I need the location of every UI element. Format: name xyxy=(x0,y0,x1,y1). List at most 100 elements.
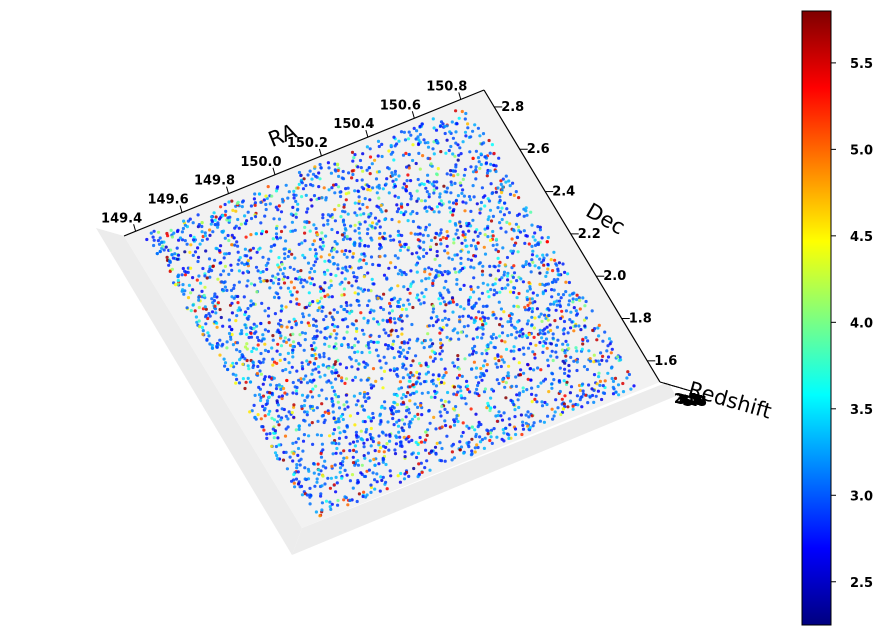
scatter-point xyxy=(498,260,502,264)
scatter-point xyxy=(388,469,392,473)
scatter-point xyxy=(454,270,458,274)
scatter-point xyxy=(339,462,343,466)
scatter-point xyxy=(366,363,370,367)
scatter-point xyxy=(461,430,465,435)
scatter-point xyxy=(447,200,451,204)
scatter-point xyxy=(566,343,570,347)
scatter-point xyxy=(450,444,454,448)
scatter-point xyxy=(387,266,391,270)
scatter-point xyxy=(504,180,508,184)
scatter-point xyxy=(308,247,312,251)
scatter-point xyxy=(393,254,397,258)
scatter-point xyxy=(410,417,414,421)
scatter-point xyxy=(272,295,277,299)
scatter-point xyxy=(389,152,393,156)
scatter-point xyxy=(414,380,419,384)
scatter-point xyxy=(309,390,313,394)
scatter-point xyxy=(246,364,250,368)
scatter-point xyxy=(320,484,324,488)
scatter-point xyxy=(431,281,435,285)
scatter-point xyxy=(546,318,550,322)
scatter-point xyxy=(446,234,450,238)
scatter-point xyxy=(380,142,384,146)
scatter-point xyxy=(334,475,338,479)
scatter-point xyxy=(481,304,485,308)
scatter-point xyxy=(367,213,371,217)
scatter-point xyxy=(223,285,227,289)
scatter-point xyxy=(493,282,497,286)
scatter-point xyxy=(312,378,316,382)
scatter-point xyxy=(595,338,599,342)
scatter-point xyxy=(426,332,430,336)
scatter-point xyxy=(511,249,515,253)
scatter-point xyxy=(333,208,337,212)
scatter-point xyxy=(577,324,581,328)
scatter-point xyxy=(515,235,519,239)
scatter-point xyxy=(401,153,406,157)
scatter-point xyxy=(328,434,332,438)
scatter-point xyxy=(300,195,304,199)
scatter-point xyxy=(332,183,336,187)
scatter-point xyxy=(365,145,369,149)
scatter-point xyxy=(538,419,543,423)
scatter-point xyxy=(235,348,239,352)
scatter-point xyxy=(450,120,454,124)
scatter-point xyxy=(372,282,376,286)
scatter-point xyxy=(443,407,447,411)
scatter-point xyxy=(321,305,325,309)
scatter-point xyxy=(502,310,506,314)
scatter-point xyxy=(175,246,179,250)
scatter-point xyxy=(340,271,344,275)
scatter-point xyxy=(415,390,419,394)
scatter-point xyxy=(216,221,220,225)
scatter-point xyxy=(445,186,449,190)
scatter-point xyxy=(368,310,372,315)
scatter-point xyxy=(327,411,331,415)
scatter-point xyxy=(478,134,482,138)
scatter-point xyxy=(562,319,567,324)
scatter-point xyxy=(380,210,384,214)
scatter-point xyxy=(323,272,327,276)
scatter-point xyxy=(506,371,510,375)
scatter-point xyxy=(527,242,531,246)
scatter-point xyxy=(474,351,478,355)
scatter-point xyxy=(571,407,575,411)
scatter-point xyxy=(329,332,333,336)
scatter-point xyxy=(336,498,340,503)
scatter-point xyxy=(275,409,279,413)
scatter-point xyxy=(422,295,426,299)
scatter-point xyxy=(496,249,500,254)
scatter-point xyxy=(327,357,331,361)
scatter-point xyxy=(505,207,509,211)
scatter-point xyxy=(432,126,436,130)
dec-tick-group: 1.61.82.02.22.42.62.8 xyxy=(494,100,677,369)
scatter-point xyxy=(346,343,350,347)
scatter-point xyxy=(312,462,316,466)
scatter-point xyxy=(230,243,234,247)
scatter-point xyxy=(581,389,585,393)
scatter-point xyxy=(268,391,272,395)
scatter-point xyxy=(401,348,405,352)
scatter-point xyxy=(276,328,280,332)
colorbar-tick-label: 3.0 xyxy=(850,489,873,504)
scatter-point xyxy=(305,381,310,385)
scatter-point xyxy=(364,430,368,434)
scatter-point xyxy=(529,210,533,214)
scatter-point xyxy=(406,341,410,345)
scatter-point xyxy=(399,202,404,206)
scatter-point xyxy=(332,248,336,252)
scatter-point xyxy=(340,379,344,383)
scatter-point xyxy=(258,246,262,250)
scatter-point xyxy=(377,186,382,190)
scatter-point xyxy=(449,173,453,177)
scatter-point xyxy=(500,331,505,335)
scatter-point xyxy=(469,287,473,291)
scatter-point xyxy=(405,409,409,413)
scatter-point xyxy=(351,159,355,163)
scatter-point xyxy=(355,275,359,280)
scatter-point xyxy=(356,480,360,484)
scatter-point xyxy=(342,252,346,256)
scatter-point xyxy=(541,258,546,262)
scatter-point xyxy=(249,303,253,307)
scatter-point xyxy=(530,315,534,319)
